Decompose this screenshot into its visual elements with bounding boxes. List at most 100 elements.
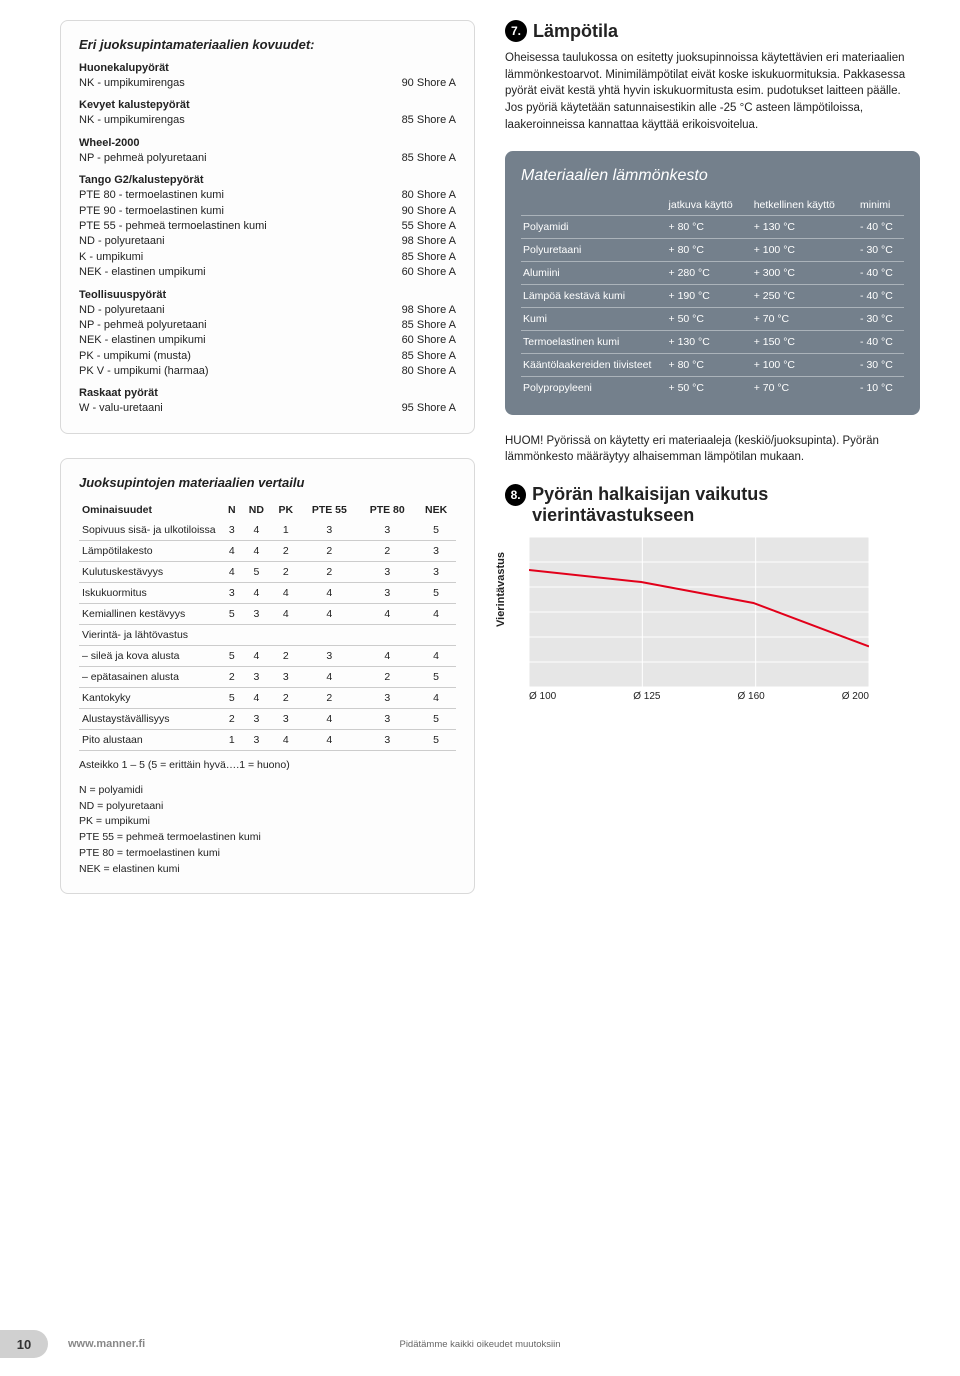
hardness-row-name: PK - umpikumi (musta) — [79, 349, 191, 364]
temperature-table: jatkuva käyttöhetkellinen käyttöminimi P… — [521, 195, 904, 399]
temperature-cell: Alumiini — [521, 262, 667, 285]
comparison-cell: 4 — [300, 708, 358, 729]
hardness-row: NEK - elastinen umpikumi 60 Shore A — [79, 265, 456, 280]
comparison-cell: 4 — [300, 666, 358, 687]
comparison-cell: 4 — [416, 645, 456, 666]
hardness-row-name: K - umpikumi — [79, 250, 143, 265]
comparison-cell: 4 — [358, 645, 416, 666]
comparison-cell: 5 — [416, 520, 456, 541]
temperature-cell: + 130 °C — [667, 331, 752, 354]
comparison-cell: 3 — [241, 666, 271, 687]
temperature-cell: + 100 °C — [752, 354, 858, 377]
temperature-cell: + 280 °C — [667, 262, 752, 285]
comparison-cell: 4 — [241, 687, 271, 708]
temperature-column-header: hetkellinen käyttö — [752, 195, 858, 216]
hardness-row-name: PTE 80 - termoelastinen kumi — [79, 188, 224, 203]
temperature-cell: - 10 °C — [858, 377, 904, 400]
temperature-cell: - 30 °C — [858, 354, 904, 377]
temperature-row: Lämpöä kestävä kumi+ 190 °C+ 250 °C- 40 … — [521, 285, 904, 308]
comparison-cell: 4 — [222, 561, 241, 582]
comparison-cell — [241, 624, 271, 645]
legend-line: NEK = elastinen kumi — [79, 862, 456, 878]
comparison-cell: 1 — [222, 729, 241, 750]
temperature-cell: + 80 °C — [667, 354, 752, 377]
comparison-cell: 5 — [222, 603, 241, 624]
chart-y-label: Vierintävastus — [495, 552, 507, 627]
temperature-cell: Termoelastinen kumi — [521, 331, 667, 354]
hardness-row-value: 60 Shore A — [402, 265, 456, 280]
temperature-cell: Polypropyleeni — [521, 377, 667, 400]
temperature-cell: + 190 °C — [667, 285, 752, 308]
comparison-cell: 3 — [358, 520, 416, 541]
comparison-cell: 4 — [222, 540, 241, 561]
hardness-group-title: Wheel-2000 — [79, 137, 456, 149]
comparison-column-header: N — [222, 500, 241, 520]
hardness-row-value: 85 Shore A — [402, 151, 456, 166]
hardness-row-value: 85 Shore A — [402, 349, 456, 364]
hardness-row-value: 80 Shore A — [402, 188, 456, 203]
comparison-cell: Kemiallinen kestävyys — [79, 603, 222, 624]
comparison-cell: 3 — [271, 666, 300, 687]
hardness-row-value: 85 Shore A — [402, 113, 456, 128]
hardness-row-name: NP - pehmeä polyuretaani — [79, 318, 207, 333]
comparison-cell: 4 — [300, 582, 358, 603]
hardness-row-name: NEK - elastinen umpikumi — [79, 265, 206, 280]
temperature-row: Polyuretaani+ 80 °C+ 100 °C- 30 °C — [521, 239, 904, 262]
temperature-card-title: Materiaalien lämmönkesto — [521, 167, 904, 185]
comparison-cell — [222, 624, 241, 645]
hardness-card: Eri juoksupintamateriaalien kovuudet: Hu… — [60, 20, 475, 434]
comparison-row: Kemiallinen kestävyys534444 — [79, 603, 456, 624]
comparison-cell: Sopivuus sisä- ja ulkotiloissa — [79, 520, 222, 541]
comparison-cell: 5 — [416, 582, 456, 603]
hardness-row: K - umpikumi 85 Shore A — [79, 250, 456, 265]
comparison-column-header: ND — [241, 500, 271, 520]
comparison-row: Alustaystävällisyys233435 — [79, 708, 456, 729]
section-7-title: Lämpötila — [533, 21, 618, 42]
comparison-cell: 4 — [416, 603, 456, 624]
temperature-column-header: jatkuva käyttö — [667, 195, 752, 216]
comparison-caption: Asteikko 1 – 5 (5 = erittäin hyvä….1 = h… — [79, 759, 456, 771]
comparison-row: Sopivuus sisä- ja ulkotiloissa341335 — [79, 520, 456, 541]
hardness-row-value: 85 Shore A — [402, 250, 456, 265]
temperature-cell: Polyuretaani — [521, 239, 667, 262]
comparison-cell: 3 — [222, 582, 241, 603]
comparison-cell: 4 — [300, 603, 358, 624]
hardness-group-title: Teollisuuspyörät — [79, 289, 456, 301]
hardness-row-name: NK - umpikumirengas — [79, 76, 185, 91]
temperature-cell: Polyamidi — [521, 216, 667, 239]
chart-x-tick: Ø 100 — [529, 691, 556, 702]
comparison-cell: 3 — [416, 561, 456, 582]
hardness-row-value: 60 Shore A — [402, 333, 456, 348]
comparison-cell: 5 — [222, 645, 241, 666]
hardness-row: PK V - umpikumi (harmaa)80 Shore A — [79, 364, 456, 379]
comparison-card: Juoksupintojen materiaalien vertailu Omi… — [60, 458, 475, 895]
comparison-cell: 3 — [358, 561, 416, 582]
temperature-cell: - 40 °C — [858, 285, 904, 308]
comparison-cell — [416, 624, 456, 645]
comparison-row: Vierintä- ja lähtövastus — [79, 624, 456, 645]
comparison-cell: 5 — [416, 666, 456, 687]
comparison-cell: 3 — [222, 520, 241, 541]
temperature-cell: + 70 °C — [752, 308, 858, 331]
hardness-row-value: 85 Shore A — [402, 318, 456, 333]
hardness-row: ND - polyuretaani98 Shore A — [79, 303, 456, 318]
comparison-cell: Kulutuskestävyys — [79, 561, 222, 582]
hardness-row-name: PTE 55 - pehmeä termoelastinen kumi — [79, 219, 267, 234]
temperature-cell: + 150 °C — [752, 331, 858, 354]
footer-site: www.manner.fi — [68, 1338, 145, 1350]
comparison-cell: 1 — [271, 520, 300, 541]
comparison-cell: 4 — [241, 520, 271, 541]
comparison-legend: N = polyamidiND = polyuretaaniPK = umpik… — [79, 783, 456, 878]
hardness-row: NEK - elastinen umpikumi60 Shore A — [79, 333, 456, 348]
comparison-cell: 2 — [300, 687, 358, 708]
comparison-cell: 2 — [300, 561, 358, 582]
comparison-cell: 2 — [358, 666, 416, 687]
comparison-cell: Pito alustaan — [79, 729, 222, 750]
temperature-cell: Lämpöä kestävä kumi — [521, 285, 667, 308]
hardness-row-value: 95 Shore A — [402, 401, 456, 416]
temperature-cell: + 130 °C — [752, 216, 858, 239]
comparison-cell: Iskukuormitus — [79, 582, 222, 603]
temperature-cell: + 80 °C — [667, 239, 752, 262]
comparison-row: Kantokyky542234 — [79, 687, 456, 708]
chart-svg — [529, 537, 869, 687]
